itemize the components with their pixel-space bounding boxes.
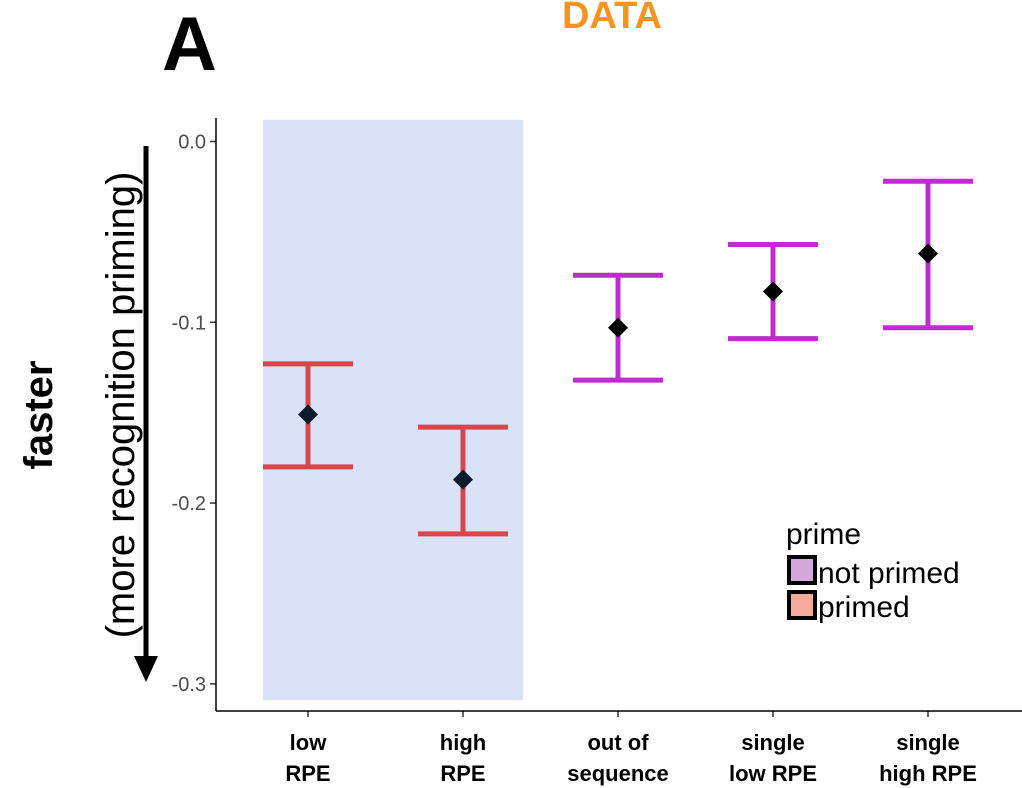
y-axis-label-bold: faster [17, 361, 61, 470]
legend-swatch-not-primed [787, 555, 817, 585]
x-category-label: out of sequence [567, 730, 669, 786]
legend-swatch-primed [787, 590, 817, 620]
chart-title: DATA [562, 0, 662, 37]
x-category-label: single low RPE [729, 730, 817, 786]
highlight-region [263, 119, 523, 701]
x-category-label: low RPE [285, 730, 330, 786]
arrow-head-icon [134, 656, 158, 682]
legend-title: prime [786, 518, 861, 551]
y-axis-label: faster (more recognition priming) [17, 146, 158, 682]
legend: prime not primed primed [786, 518, 960, 624]
y-tick-label: -0.3 [172, 674, 206, 696]
mean-marker [763, 281, 783, 302]
mean-marker [298, 404, 318, 425]
mean-marker [453, 469, 473, 490]
y-tick-label: 0.0 [178, 132, 206, 154]
legend-label-primed: primed [818, 591, 910, 624]
mean-marker [918, 243, 938, 264]
y-axis-label-text: (more recognition priming) [99, 172, 143, 639]
y-tick-label: -0.1 [172, 312, 206, 334]
panel-label: A [162, 2, 217, 87]
mean-markers [298, 243, 938, 490]
y-tick-label: -0.2 [172, 493, 206, 515]
x-category-label: single high RPE [879, 730, 977, 786]
legend-label-not-primed: not primed [818, 557, 960, 590]
y-axis-ticks: 0.0 -0.1 -0.2 -0.3 [172, 132, 216, 696]
x-axis-ticks: low RPE high RPE out of sequence single low RPE… [285, 711, 977, 786]
mean-marker [608, 317, 628, 338]
x-category-label: high RPE [440, 730, 486, 786]
